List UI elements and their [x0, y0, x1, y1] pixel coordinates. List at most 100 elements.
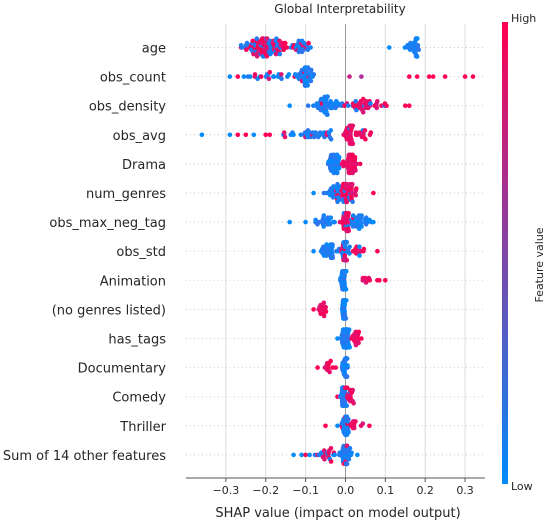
shap-point: [357, 244, 362, 250]
shap-point: [286, 72, 292, 77]
shap-point: [328, 446, 334, 451]
shap-point: [252, 72, 258, 77]
feature-label: Animation: [100, 274, 166, 289]
x-tick-label: 0.1: [377, 484, 395, 497]
shap-point: [287, 219, 293, 225]
shap-point: [277, 38, 282, 44]
feature-label: Documentary: [78, 362, 167, 377]
shap-point: [350, 387, 356, 393]
shap-point: [343, 287, 349, 292]
shap-point: [307, 452, 312, 458]
shap-point: [350, 181, 355, 187]
shap-point: [353, 192, 359, 198]
shap-point: [430, 74, 436, 79]
shap-point: [311, 307, 316, 312]
shap-point: [344, 199, 350, 205]
colorbar-high-label: High: [511, 12, 536, 25]
shap-point: [344, 257, 350, 263]
shap-point: [299, 452, 304, 458]
shap-point: [344, 374, 350, 379]
shap-point: [328, 128, 334, 133]
shap-point: [359, 213, 364, 218]
shap-point: [462, 74, 468, 79]
shap-point: [328, 459, 334, 464]
shap-point: [264, 36, 270, 41]
shap-point: [316, 219, 322, 225]
shap-point: [284, 45, 290, 50]
shap-point: [315, 365, 320, 370]
shap-point: [470, 74, 476, 79]
shap-point: [321, 224, 327, 229]
shap-point: [357, 253, 362, 258]
colorbar-axis-label: Feature value: [533, 227, 546, 302]
feature-label: Drama: [122, 158, 166, 173]
shap-point: [263, 132, 269, 138]
shap-point: [287, 103, 293, 108]
shap-point: [344, 385, 350, 391]
feature-label: (no genres listed): [52, 303, 166, 318]
shap-point: [308, 67, 314, 73]
shap-point: [305, 65, 311, 70]
shap-point: [306, 40, 311, 46]
shap-point: [346, 457, 352, 462]
shap-point: [347, 251, 352, 256]
feature-label: obs_std: [116, 245, 166, 260]
shap-point: [254, 36, 260, 41]
shap-point: [311, 103, 316, 108]
x-tick-label: −0.3: [213, 484, 240, 497]
shap-point: [227, 74, 233, 79]
shap-point: [335, 170, 340, 176]
shap-point: [360, 421, 366, 426]
shap-point: [371, 219, 376, 225]
shap-point: [282, 134, 288, 140]
x-tick-label: 0.2: [416, 484, 434, 497]
shap-point: [359, 224, 364, 229]
feature-label: obs_max_neg_tag: [49, 216, 166, 231]
x-axis-label: SHAP value (impact on model output): [215, 506, 460, 521]
shap-point: [407, 103, 412, 108]
shap-point: [298, 132, 304, 138]
shap-point: [344, 461, 350, 467]
shap-point: [415, 43, 421, 48]
shap-point: [353, 168, 358, 173]
shap-points: [199, 36, 476, 467]
shap-point: [379, 103, 384, 108]
feature-label: obs_avg: [113, 129, 166, 144]
shap-point: [375, 248, 380, 254]
shap-point: [327, 369, 332, 375]
shap-point: [350, 141, 356, 147]
shap-point: [325, 94, 330, 99]
x-tick-label: 0.3: [456, 484, 474, 497]
shap-point: [330, 365, 335, 370]
shap-point: [345, 363, 350, 368]
shap-point: [322, 457, 327, 462]
shap-point: [336, 155, 342, 160]
shap-point: [371, 190, 376, 196]
grid-layer: [225, 24, 466, 478]
shap-point: [403, 103, 408, 108]
shap-point: [335, 423, 340, 429]
feature-label: num_genres: [86, 187, 166, 202]
shap-point: [267, 69, 273, 75]
shap-point: [336, 166, 342, 171]
shap-point: [266, 76, 272, 82]
shap-point: [368, 130, 374, 135]
feature-label: Thriller: [119, 420, 166, 435]
shap-point: [337, 197, 342, 202]
x-tick-label: −0.1: [292, 484, 319, 497]
shap-point: [344, 403, 350, 409]
shap-point: [244, 47, 249, 52]
shap-point: [416, 47, 422, 52]
shap-point: [407, 74, 412, 79]
shap-point: [359, 336, 364, 341]
feature-label: Sum of 14 other features: [3, 449, 166, 464]
shap-point: [346, 327, 352, 333]
shap-point: [353, 419, 358, 424]
shap-point: [323, 304, 329, 310]
shap-point: [367, 423, 372, 429]
shap-point: [332, 452, 338, 458]
shap-point: [414, 54, 420, 59]
shap-point: [279, 72, 284, 77]
shap-point: [357, 161, 363, 167]
